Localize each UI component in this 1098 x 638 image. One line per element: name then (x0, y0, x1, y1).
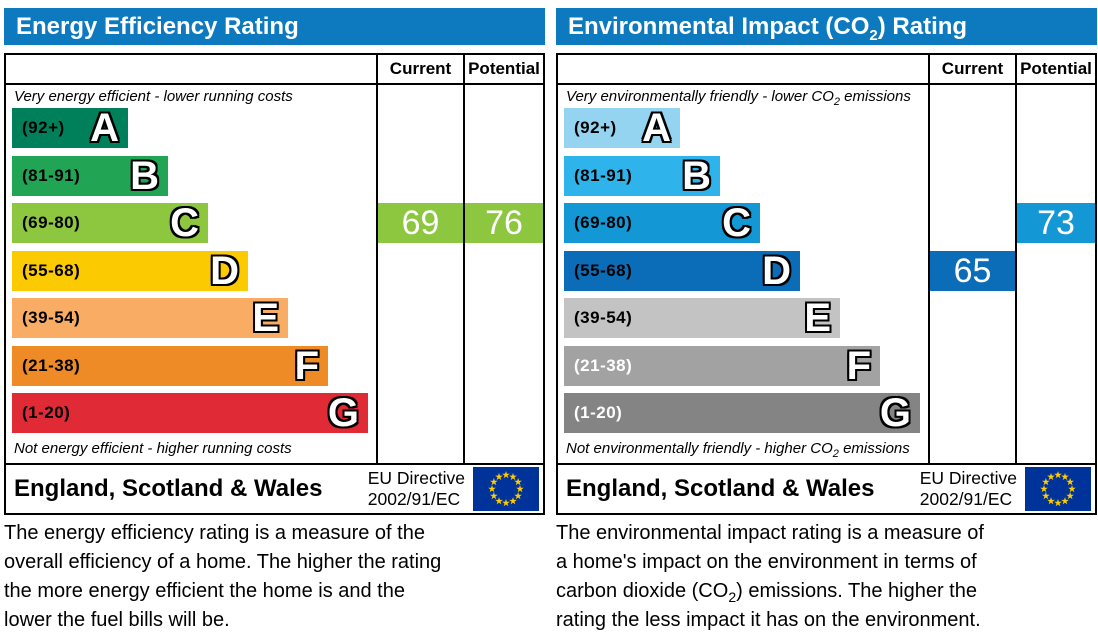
column-divider (463, 55, 465, 463)
description-line: lower the fuel bills will be. (4, 609, 230, 631)
band-range-label: (92+) (22, 118, 65, 137)
band-letter: F (294, 343, 319, 388)
description-line: overall efficiency of a home. The higher… (4, 551, 442, 573)
potential-column-header: Potential (1020, 59, 1092, 78)
band-bar-b: (81-91) B (564, 153, 720, 198)
caption-bottom: Not energy efficient - higher running co… (14, 440, 292, 460)
band-letter: B (682, 153, 711, 198)
environmental-description: The environmental impact rating is a mea… (556, 522, 1093, 638)
band-range-label: (69-80) (22, 213, 81, 232)
description-line: The energy efficiency rating is a measur… (4, 522, 425, 544)
energy-efficiency-title: Energy Efficiency Rating (4, 8, 545, 45)
description-line: a home's impact on the environment in te… (556, 551, 977, 573)
region-label: England, Scotland & Wales (566, 475, 875, 502)
band-bar-f: (21-38) F (12, 343, 328, 388)
band-letter: F (846, 343, 871, 388)
band-letter: C (722, 201, 751, 245)
caption-top: Very energy efficient - lower running co… (14, 88, 293, 108)
current-column-header: Current (389, 59, 452, 78)
potential-column-header: Potential (468, 59, 540, 78)
band-bar-f: (21-38) F (564, 343, 880, 388)
band-range-label: (21-38) (574, 355, 633, 375)
column-divider (376, 55, 378, 463)
caption-bottom: Not environmentally friendly - higher CO… (566, 440, 910, 460)
eu-flag-icon (473, 467, 539, 511)
band-letter: A (642, 106, 671, 150)
band-bar-c: (69-80) C (12, 203, 208, 243)
band-bar-g: (1-20) G (12, 393, 368, 433)
band-letter: A (90, 106, 119, 150)
environmental-impact-panel: Environmental Impact (CO2) Rating Curren… (556, 8, 1097, 638)
column-divider (1015, 55, 1017, 463)
table-footer: England, Scotland & Wales EU Directive 20… (558, 465, 1095, 513)
band-range-label: (81-91) (574, 165, 633, 185)
band-letter: G (879, 391, 911, 435)
current-rating-indicator: 65 (930, 250, 1015, 291)
title-text: Energy Efficiency Rating (16, 13, 299, 40)
caption-text: Not environmentally friendly - higher CO (566, 440, 833, 457)
band-range-label: (39-54) (22, 308, 81, 327)
header-divider (558, 83, 1095, 85)
band-bar-d: (55-68) D (564, 248, 800, 293)
title-text: Environmental Impact (CO (568, 13, 870, 40)
band-bar-c: (69-80) C (564, 203, 760, 243)
band-bar-a: (92+) A (12, 108, 128, 148)
environmental-rating-table: Current Potential Very environmentally f… (556, 53, 1097, 515)
caption-text: Very environmentally friendly - lower CO (566, 88, 834, 105)
column-divider (928, 55, 930, 463)
description-line: rating the less impact it has on the env… (556, 609, 981, 631)
header-divider (6, 83, 543, 85)
table-footer: England, Scotland & Wales EU Directive 20… (6, 465, 543, 513)
caption-text: Very energy efficient - lower running co… (14, 88, 293, 105)
band-bar-e: (39-54) E (564, 298, 840, 338)
epc-panels: Energy Efficiency Rating Current Potenti… (4, 8, 1098, 638)
eu-flag-icon (1025, 467, 1091, 511)
footer-divider (558, 463, 1095, 465)
description-line: the more energy efficient the home is an… (4, 580, 405, 602)
band-range-label: (39-54) (574, 308, 633, 327)
band-letter: E (252, 296, 279, 340)
eu-directive-label: EU Directive 2002/91/EC (367, 468, 465, 509)
epc-page: Energy Efficiency Rating Current Potenti… (4, 8, 1097, 631)
description-line: carbon dioxide (CO2) emissions. The high… (556, 580, 977, 605)
band-range-label: (69-80) (574, 213, 633, 232)
band-bar-d: (55-68) D (12, 248, 248, 293)
band-letter: D (762, 248, 791, 293)
band-letter: D (210, 248, 239, 293)
band-bar-g: (1-20) G (564, 393, 920, 433)
current-column-header: Current (941, 59, 1004, 78)
description-line: The environmental impact rating is a mea… (556, 522, 984, 544)
eu-directive-label: EU Directive 2002/91/EC (919, 468, 1017, 509)
footer-divider (6, 463, 543, 465)
environmental-impact-title: Environmental Impact (CO2) Rating (556, 8, 1097, 45)
band-bar-a: (92+) A (564, 108, 680, 148)
region-label: England, Scotland & Wales (14, 475, 323, 502)
band-letter: E (804, 296, 831, 340)
caption-text: Not energy efficient - higher running co… (14, 440, 292, 457)
band-range-label: (55-68) (574, 260, 633, 280)
band-range-label: (55-68) (22, 260, 81, 280)
current-rating-indicator: 69 (378, 203, 463, 243)
band-letter: G (327, 391, 359, 435)
band-letter: C (170, 201, 199, 245)
energy-rating-table: Current Potential Very energy efficient … (4, 53, 545, 515)
band-bar-e: (39-54) E (12, 298, 288, 338)
band-range-label: (92+) (574, 118, 617, 137)
band-range-label: (21-38) (22, 355, 81, 375)
band-letter: B (130, 153, 159, 198)
potential-rating-indicator: 73 (1017, 203, 1095, 243)
energy-description: The energy efficiency rating is a measur… (4, 522, 541, 638)
caption-top: Very environmentally friendly - lower CO… (566, 88, 911, 108)
energy-efficiency-panel: Energy Efficiency Rating Current Potenti… (4, 8, 545, 638)
band-bar-b: (81-91) B (12, 153, 168, 198)
band-range-label: (81-91) (22, 165, 81, 185)
potential-rating-indicator: 76 (465, 203, 543, 243)
band-range-label: (1-20) (22, 403, 71, 422)
band-range-label: (1-20) (574, 403, 623, 422)
